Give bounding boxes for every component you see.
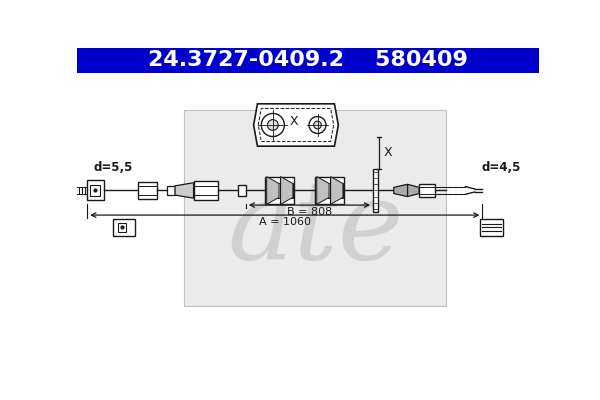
Polygon shape [266, 176, 279, 204]
Polygon shape [113, 219, 135, 236]
Polygon shape [419, 184, 434, 197]
Text: d=5,5: d=5,5 [94, 160, 133, 174]
Polygon shape [167, 186, 175, 195]
Polygon shape [407, 184, 419, 197]
Circle shape [268, 120, 278, 130]
Polygon shape [331, 176, 343, 204]
Polygon shape [138, 182, 157, 199]
Polygon shape [315, 176, 344, 204]
Polygon shape [266, 183, 293, 198]
Circle shape [262, 114, 284, 136]
Polygon shape [87, 180, 104, 200]
Polygon shape [175, 183, 194, 198]
Polygon shape [394, 184, 407, 197]
Polygon shape [118, 223, 126, 232]
Polygon shape [317, 183, 343, 198]
Text: ate: ate [227, 175, 404, 283]
Text: 24.3727-0409.2    580409: 24.3727-0409.2 580409 [148, 50, 467, 70]
Polygon shape [480, 219, 503, 236]
Text: A = 1060: A = 1060 [259, 217, 311, 227]
Circle shape [309, 116, 326, 134]
Text: X: X [290, 116, 299, 128]
Polygon shape [317, 176, 329, 204]
Polygon shape [91, 185, 100, 196]
Polygon shape [194, 181, 218, 200]
Text: X: X [384, 146, 392, 159]
Bar [373, 169, 377, 212]
Polygon shape [254, 104, 338, 146]
Text: B = 808: B = 808 [287, 207, 332, 217]
Bar [77, 48, 539, 73]
Polygon shape [238, 185, 246, 196]
Circle shape [314, 121, 322, 129]
Polygon shape [281, 176, 293, 204]
Text: d=4,5: d=4,5 [482, 160, 521, 174]
Bar [184, 110, 446, 306]
Polygon shape [265, 176, 295, 204]
